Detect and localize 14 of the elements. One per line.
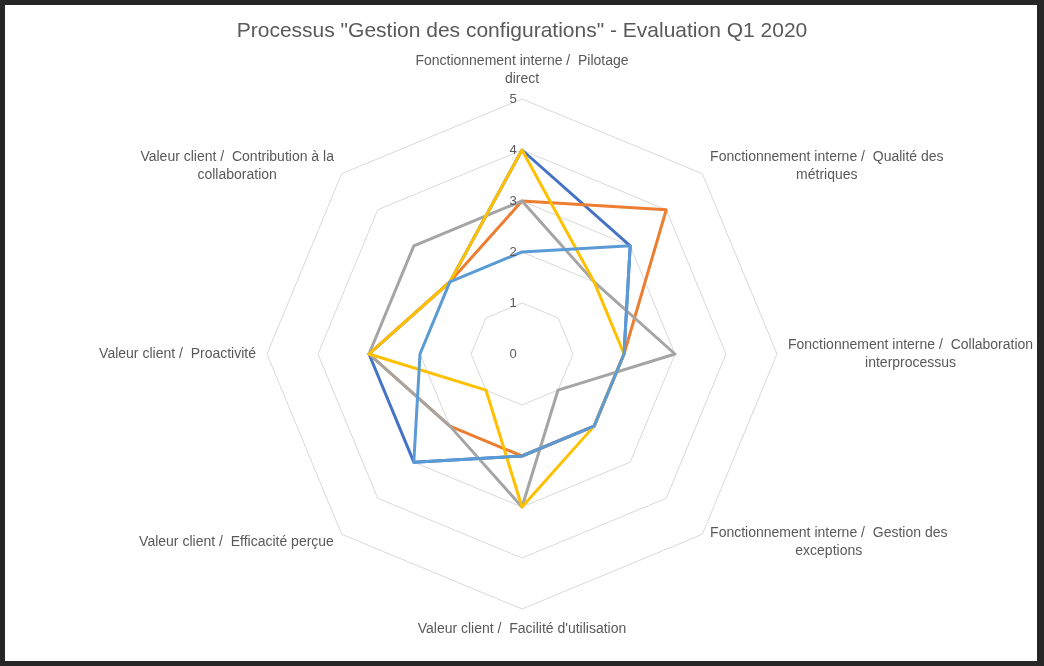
spoke-label: Valeur client / Facilité d'utilisation (417, 619, 627, 636)
spoke-label: Valeur client / Efficacité perçue (139, 532, 335, 549)
spoke-label: Fonctionnement interne / Gestion des exceptions (710, 523, 948, 558)
spoke-label: Valeur client / Proactivité (99, 344, 257, 361)
chart-title: Processus "Gestion des configurations" - Evaluation Q1 2020 (236, 18, 808, 42)
y-tick-label: 5 (509, 90, 517, 106)
y-tick-label: 1 (509, 294, 517, 310)
y-tick-label: 3 (509, 192, 517, 208)
spoke-label: Fonctionnement interne / Qualité des métriques (710, 147, 944, 182)
spoke-label: Valeur client / Contribution à la collaboration (140, 147, 335, 182)
spoke-label: Fonctionnement interne / Collaboration interprocessus (787, 335, 1034, 370)
spoke-label: Fonctionnement interne / Pilotage direct (415, 51, 629, 86)
y-tick-label: 4 (509, 141, 517, 157)
y-tick-label: 0 (509, 345, 517, 361)
